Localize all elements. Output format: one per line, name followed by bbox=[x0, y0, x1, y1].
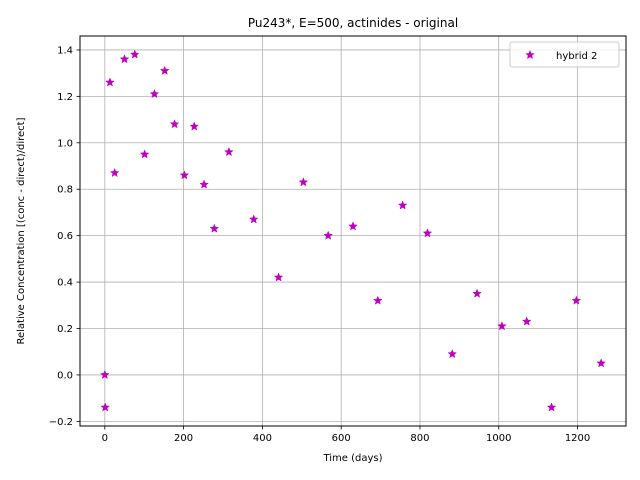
data-point bbox=[199, 179, 209, 189]
x-tick-label: 200 bbox=[174, 433, 193, 444]
data-point bbox=[169, 119, 180, 129]
data-point bbox=[189, 121, 200, 131]
data-point bbox=[372, 295, 383, 305]
x-tick-label: 1200 bbox=[565, 433, 590, 444]
legend-label-hybrid-2: hybrid 2 bbox=[556, 51, 597, 62]
data-point bbox=[100, 402, 111, 412]
data-points bbox=[99, 49, 607, 412]
y-tick-label: 0.6 bbox=[57, 231, 73, 242]
y-axis-title: Relative Concentration [(conc - direct)/… bbox=[16, 117, 27, 344]
data-point bbox=[129, 49, 140, 59]
data-point bbox=[224, 146, 234, 157]
y-tick-label: 0.0 bbox=[57, 370, 73, 381]
x-axis-title: Time (days) bbox=[322, 453, 382, 464]
data-point bbox=[422, 228, 433, 238]
plot-area-frame bbox=[79, 35, 627, 427]
data-point bbox=[323, 230, 334, 240]
data-point bbox=[497, 321, 507, 331]
x-tick-label: 1000 bbox=[486, 433, 511, 444]
data-point bbox=[447, 348, 458, 359]
data-point bbox=[149, 88, 160, 99]
y-tick-label: 1.4 bbox=[57, 45, 73, 56]
data-point bbox=[119, 54, 130, 64]
data-point bbox=[273, 272, 284, 282]
data-point bbox=[248, 214, 259, 224]
data-point bbox=[179, 170, 190, 180]
legend-marker-star bbox=[525, 49, 535, 60]
axis-ticks: 0 200 400 600 800 1000 1200 −0.2 0.0 0.2 0.4 0.6 0.8… bbox=[49, 45, 591, 444]
data-point bbox=[159, 65, 170, 75]
data-point bbox=[348, 221, 358, 231]
data-point bbox=[546, 402, 557, 412]
y-tick-label: −0.2 bbox=[49, 417, 73, 428]
data-point bbox=[472, 288, 482, 298]
legend-marker-hybrid-2 bbox=[525, 49, 535, 60]
y-tick-label: 1.0 bbox=[57, 138, 73, 149]
x-tick-label: 600 bbox=[332, 433, 351, 444]
grid bbox=[80, 36, 626, 426]
data-point bbox=[298, 177, 309, 187]
y-tick-label: 0.2 bbox=[57, 324, 73, 335]
data-point bbox=[521, 316, 532, 326]
legend-box bbox=[509, 41, 620, 68]
data-point bbox=[209, 223, 220, 233]
data-point bbox=[105, 77, 115, 87]
chart-title: Pu243*, E=500, actinides - original bbox=[248, 16, 458, 30]
x-tick-label: 800 bbox=[410, 433, 429, 444]
data-point bbox=[571, 295, 582, 305]
data-point bbox=[99, 369, 110, 380]
y-tick-label: 0.8 bbox=[57, 185, 73, 196]
data-point bbox=[109, 167, 120, 178]
x-tick-label: 400 bbox=[253, 433, 272, 444]
data-point bbox=[596, 358, 607, 368]
x-tick-label: 0 bbox=[102, 433, 108, 444]
data-point bbox=[139, 149, 150, 159]
y-tick-label: 0.4 bbox=[57, 278, 73, 289]
data-point bbox=[397, 200, 408, 210]
legend: hybrid 2 bbox=[509, 41, 620, 68]
y-tick-label: 1.2 bbox=[57, 92, 73, 103]
